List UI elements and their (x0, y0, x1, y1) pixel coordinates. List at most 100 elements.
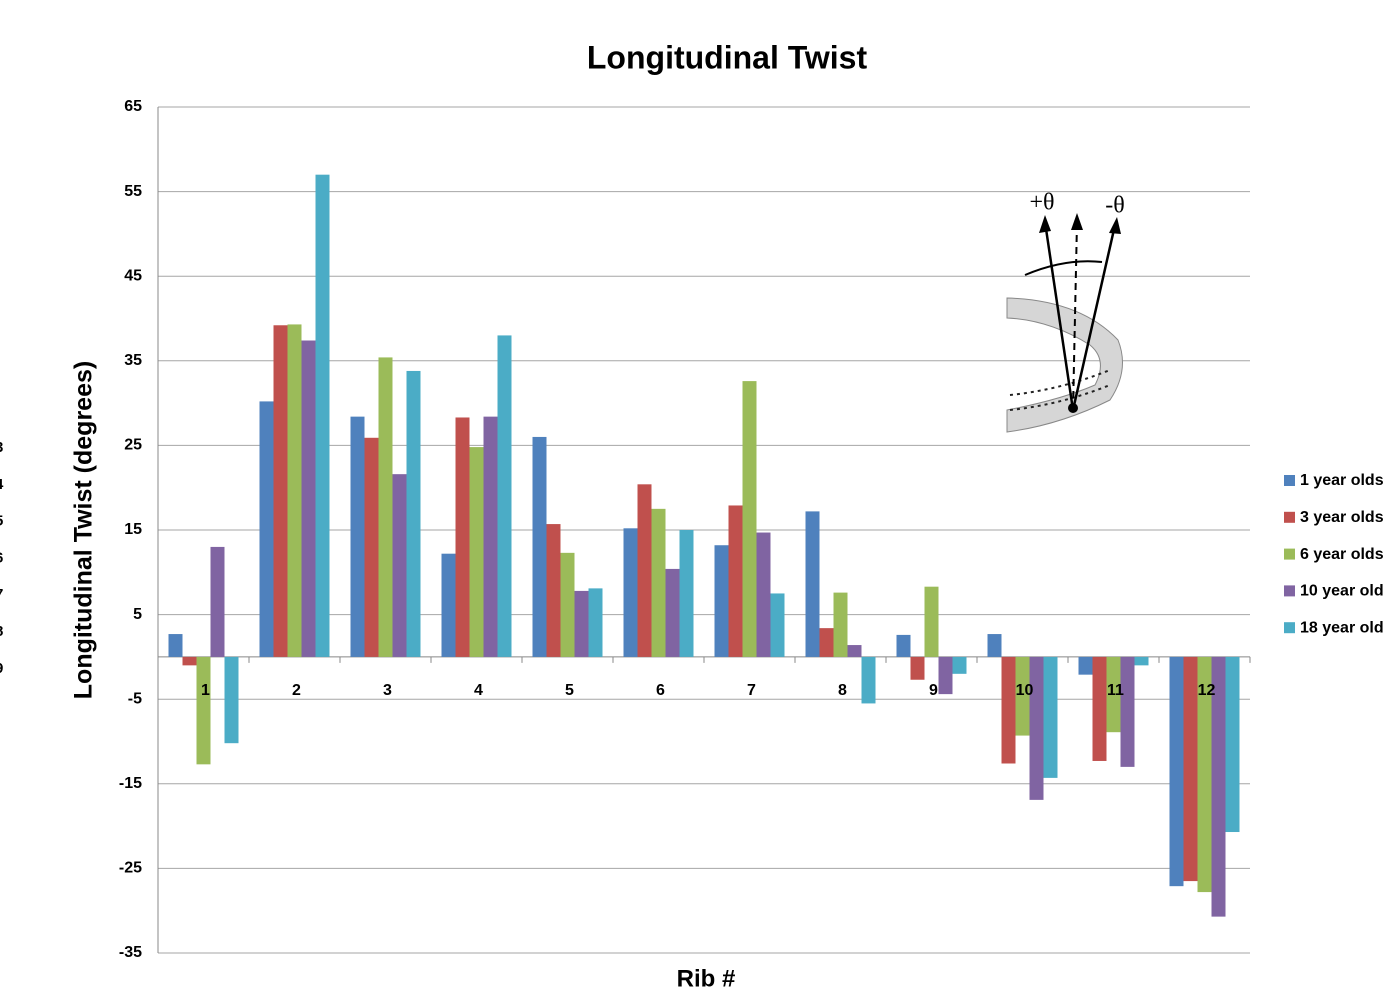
x-tick-label: 2 (292, 682, 301, 699)
side-label: 6 (0, 549, 3, 566)
y-tick-label: 65 (124, 98, 142, 115)
x-tick-label: 12 (1198, 682, 1216, 699)
x-tick-label: 9 (929, 682, 938, 699)
bar (274, 325, 288, 657)
bar (925, 587, 939, 657)
x-tick-label: 11 (1107, 682, 1124, 699)
y-tick-label: -15 (119, 775, 142, 792)
bar (498, 335, 512, 656)
bar (393, 474, 407, 657)
y-tick-label: 15 (124, 521, 142, 538)
bar (456, 417, 470, 656)
bar (988, 634, 1002, 657)
chart-title: Longitudinal Twist (587, 39, 868, 75)
legend-label: 18 year olds (1300, 619, 1384, 636)
bar (652, 509, 666, 657)
bar (1170, 657, 1184, 886)
bar (302, 340, 316, 656)
bar (806, 511, 820, 657)
bar (953, 657, 967, 674)
bar (1093, 657, 1107, 761)
x-tick-label: 6 (656, 682, 665, 699)
bar (288, 324, 302, 656)
bar (1079, 657, 1093, 675)
bar (1226, 657, 1240, 832)
legend-label: 6 year olds (1300, 546, 1384, 563)
bar (183, 657, 197, 665)
bar (351, 417, 365, 657)
legend-swatch (1284, 585, 1295, 596)
bar (666, 569, 680, 657)
y-tick-label: 45 (124, 267, 142, 284)
bar (624, 528, 638, 657)
legend-label: 1 year olds (1300, 472, 1384, 489)
chart: Longitudinal Twist Rib # Longitudinal Tw… (0, 0, 1384, 1004)
legend-swatch (1284, 512, 1295, 523)
bar (862, 657, 876, 704)
bar (169, 634, 183, 657)
side-label: 5 (0, 513, 3, 530)
bar (211, 547, 225, 657)
bar (1030, 657, 1044, 800)
bar (260, 401, 274, 656)
bar (897, 635, 911, 657)
y-tick-label: 25 (124, 437, 142, 454)
bar (533, 437, 547, 657)
bar (939, 657, 953, 694)
x-tick-label: 7 (747, 682, 756, 699)
bar (757, 533, 771, 657)
annotation: +θ (1029, 190, 1054, 216)
bar (407, 371, 421, 657)
bar (1184, 657, 1198, 881)
side-label: 3 (0, 439, 3, 456)
bar (1135, 657, 1149, 665)
bar (729, 505, 743, 656)
bar (575, 591, 589, 657)
side-label: 4 (0, 476, 4, 493)
y-tick-label: -35 (119, 944, 142, 961)
y-tick-label: -25 (119, 860, 142, 877)
bar (911, 657, 925, 680)
bar (1002, 657, 1016, 764)
x-tick-label: 5 (565, 682, 574, 699)
x-tick-label: 10 (1016, 682, 1034, 699)
inset-diagram: +θ -θ (1007, 190, 1125, 433)
bar (715, 545, 729, 657)
side-label: 8 (0, 623, 3, 640)
legend-swatch (1284, 622, 1295, 633)
legend-swatch (1284, 475, 1295, 486)
side-label: 7 (0, 586, 3, 603)
bar (484, 417, 498, 657)
y-tick-label: 5 (133, 606, 142, 623)
y-axis-label: Longitudinal Twist (degrees) (70, 361, 98, 699)
x-tick-label: 8 (838, 682, 847, 699)
bar (225, 657, 239, 743)
x-tick-label: 1 (201, 682, 210, 699)
bar (834, 593, 848, 657)
y-tick-label: 55 (124, 183, 142, 200)
side-label: 9 (0, 660, 3, 677)
bar (316, 175, 330, 657)
annotation: -θ (1105, 193, 1125, 219)
bar (197, 657, 211, 764)
bar (848, 645, 862, 657)
bar (771, 593, 785, 656)
bar (365, 438, 379, 657)
bar (589, 588, 603, 657)
legend-label: 10 year olds (1300, 583, 1384, 600)
bar (820, 628, 834, 657)
bar (1121, 657, 1135, 767)
bar (638, 484, 652, 657)
bar (470, 447, 484, 657)
bar (1044, 657, 1058, 778)
bar (442, 554, 456, 657)
bar (680, 530, 694, 657)
bar (379, 357, 393, 656)
bar (743, 381, 757, 657)
x-tick-label: 3 (383, 682, 392, 699)
y-tick-label: 35 (124, 352, 142, 369)
x-tick-label: 4 (474, 682, 483, 699)
bar (561, 553, 575, 657)
legend-swatch (1284, 549, 1295, 560)
